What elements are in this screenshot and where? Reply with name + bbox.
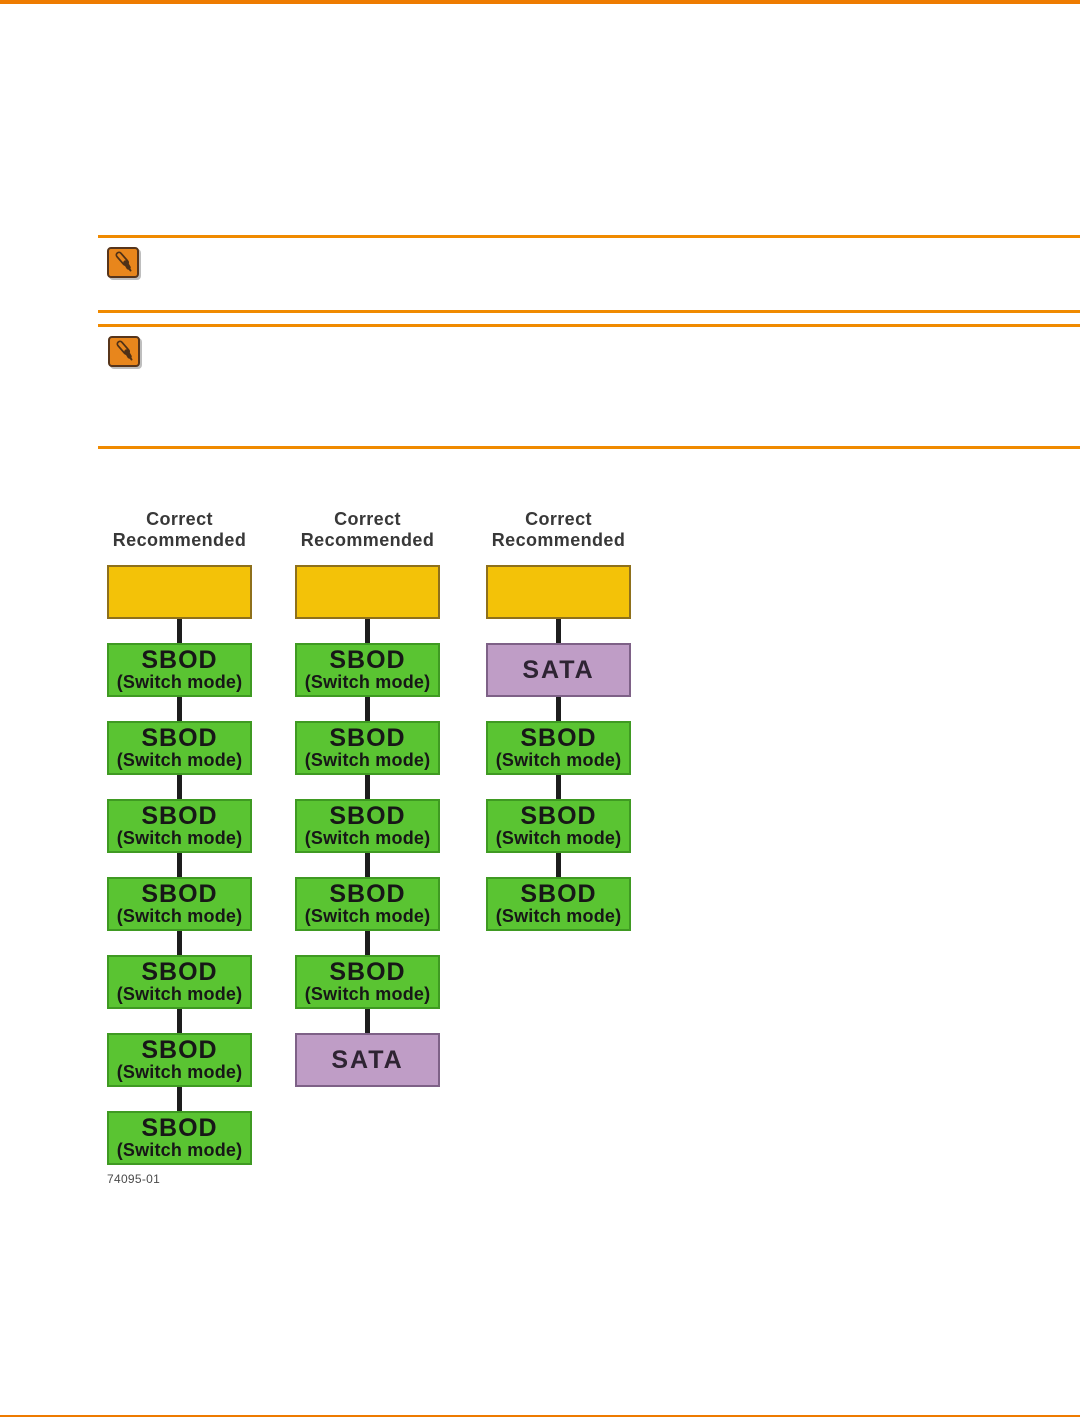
- note-rule-top-2: [98, 324, 1080, 327]
- sbod-box: SBOD (Switch mode): [295, 721, 440, 775]
- sbod-box: SBOD (Switch mode): [107, 643, 252, 697]
- connector-line: [365, 775, 370, 799]
- sbod-box: SBOD (Switch mode): [295, 955, 440, 1009]
- box-label-line1: SBOD: [141, 1114, 218, 1142]
- box-label-line2: (Switch mode): [116, 672, 243, 692]
- sbod-box: SBOD (Switch mode): [486, 799, 631, 853]
- sata-box: SATA: [486, 643, 631, 697]
- page-bottom-rule: [0, 1415, 1080, 1417]
- box-label-line1: SBOD: [329, 724, 406, 752]
- pencil-note-icon: [107, 247, 139, 278]
- box-label-line2: (Switch mode): [116, 750, 243, 770]
- connector-line: [365, 853, 370, 877]
- diagram-column-2: Correct Recommended SBOD (Switch mode) SBOD(…: [295, 509, 440, 1087]
- connector-line: [365, 619, 370, 643]
- sbod-box: SBOD (Switch mode): [107, 1033, 252, 1087]
- box-label-line2: (Switch mode): [304, 672, 431, 692]
- box-label-line1: SBOD: [520, 880, 597, 908]
- box-label-line2: (Switch mode): [304, 906, 431, 926]
- controller-box: [486, 565, 631, 619]
- connector-line: [365, 931, 370, 955]
- column-header-line: Recommended: [300, 530, 435, 550]
- box-label-line2: (Switch mode): [495, 750, 622, 770]
- box-label-line1: SBOD: [329, 880, 406, 908]
- box-label-line1: SBOD: [520, 802, 597, 830]
- connector-line: [177, 697, 182, 721]
- sata-box: SATA: [295, 1033, 440, 1087]
- column-header-line: Correct: [146, 509, 213, 529]
- connector-line: [365, 1009, 370, 1033]
- diagram-column-1: Correct Recommended SBOD (Switch mode) SBOD(…: [107, 509, 252, 1186]
- box-label-line1: SBOD: [141, 958, 218, 986]
- box-label-line1: SBOD: [141, 880, 218, 908]
- sbod-box: SBOD (Switch mode): [486, 721, 631, 775]
- sbod-box: SBOD (Switch mode): [295, 643, 440, 697]
- connector-line: [556, 619, 561, 643]
- pencil-glyph: [116, 340, 133, 361]
- column-header-line: Recommended: [491, 530, 626, 550]
- column-header: Correct Recommended: [267, 509, 468, 553]
- controller-box: [107, 565, 252, 619]
- box-label-line2: (Switch mode): [495, 906, 622, 926]
- connector-line: [177, 619, 182, 643]
- controller-box: [295, 565, 440, 619]
- connector-line: [177, 853, 182, 877]
- sbod-box: SBOD (Switch mode): [107, 955, 252, 1009]
- box-label-line2: (Switch mode): [304, 828, 431, 848]
- connector-line: [177, 931, 182, 955]
- connector-line: [177, 775, 182, 799]
- sbod-box: SBOD (Switch mode): [295, 799, 440, 853]
- box-label-line2: (Switch mode): [116, 984, 243, 1004]
- sbod-box: SBOD (Switch mode): [107, 799, 252, 853]
- connector-line: [177, 1009, 182, 1033]
- box-label-line1: SBOD: [329, 958, 406, 986]
- sbod-box: SBOD (Switch mode): [486, 877, 631, 931]
- box-label-line2: (Switch mode): [495, 828, 622, 848]
- connector-line: [556, 697, 561, 721]
- column-header: Correct Recommended: [458, 509, 659, 553]
- column-header-line: Correct: [334, 509, 401, 529]
- box-label-line1: SBOD: [141, 1036, 218, 1064]
- sbod-box: SBOD (Switch mode): [107, 721, 252, 775]
- connector-line: [365, 697, 370, 721]
- box-label-line1: SBOD: [141, 646, 218, 674]
- box-label-line2: (Switch mode): [116, 1140, 243, 1160]
- box-label-line1: SATA: [522, 655, 595, 684]
- figure-number: 74095-01: [107, 1172, 161, 1186]
- box-label-line1: SBOD: [141, 724, 218, 752]
- connector-line: [556, 775, 561, 799]
- box-label-line2: (Switch mode): [116, 1062, 243, 1082]
- note-rule-bottom-1: [98, 310, 1080, 313]
- column-header: Correct Recommended: [79, 509, 280, 553]
- column-header-line: Correct: [525, 509, 592, 529]
- column-header-line: Recommended: [112, 530, 247, 550]
- figure-diagram: Correct Recommended SBOD (Switch mode) SBOD(…: [0, 509, 1080, 1209]
- box-label-line1: SBOD: [520, 724, 597, 752]
- pencil-glyph: [115, 251, 132, 272]
- page-top-accent-bar: [0, 0, 1080, 4]
- box-label-line2: (Switch mode): [304, 750, 431, 770]
- note-rule-top-1: [98, 235, 1080, 238]
- box-label-line1: SBOD: [329, 646, 406, 674]
- box-label-line2: (Switch mode): [116, 828, 243, 848]
- sbod-box: SBOD (Switch mode): [295, 877, 440, 931]
- pencil-note-icon: [108, 336, 140, 367]
- sbod-box: SBOD (Switch mode): [107, 1111, 252, 1165]
- note-rule-bottom-2: [98, 446, 1080, 449]
- box-label-line1: SATA: [331, 1045, 404, 1074]
- connector-line: [556, 853, 561, 877]
- sbod-box: SBOD (Switch mode): [107, 877, 252, 931]
- box-label-line2: (Switch mode): [116, 906, 243, 926]
- box-label-line1: SBOD: [141, 802, 218, 830]
- box-label-line2: (Switch mode): [304, 984, 431, 1004]
- box-label-line1: SBOD: [329, 802, 406, 830]
- connector-line: [177, 1087, 182, 1111]
- diagram-column-3: Correct Recommended SATA SBOD (Switch mode) S…: [486, 509, 631, 931]
